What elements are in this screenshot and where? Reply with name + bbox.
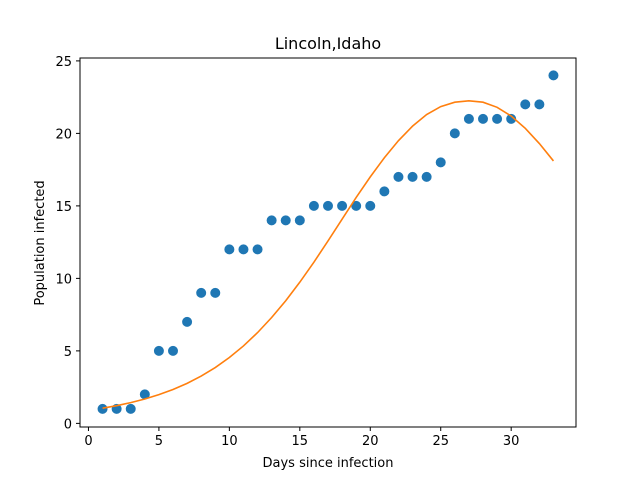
data-point: [492, 113, 503, 124]
x-tick-label: 15: [292, 434, 309, 449]
data-point: [337, 200, 348, 211]
data-point: [210, 287, 221, 298]
chart-title: Lincoln,Idaho: [275, 34, 381, 53]
data-point: [294, 215, 305, 226]
x-axis-label: Days since infection: [263, 456, 394, 471]
plot-frame: [79, 57, 577, 428]
data-point: [548, 70, 559, 81]
data-point: [365, 200, 376, 211]
data-point: [407, 171, 418, 182]
x-tick-label: 20: [362, 434, 379, 449]
fit-line: [102, 99, 555, 409]
data-point: [266, 215, 277, 226]
data-point: [379, 186, 390, 197]
data-point: [153, 345, 164, 356]
data-point: [520, 99, 531, 110]
data-point: [435, 157, 446, 168]
data-point: [393, 171, 404, 182]
data-point: [421, 171, 432, 182]
data-point: [224, 244, 235, 255]
data-point: [323, 200, 333, 211]
x-tick-label: 30: [503, 434, 520, 449]
data-point: [534, 99, 545, 110]
x-tick-label: 0: [84, 434, 92, 449]
x-tick-label: 10: [221, 434, 238, 449]
data-point: [449, 128, 460, 139]
data-point: [238, 244, 249, 255]
data-point: [125, 403, 136, 414]
data-point: [506, 113, 517, 124]
y-tick-label: 10: [55, 272, 72, 287]
x-tick-label: 25: [432, 434, 449, 449]
data-point: [280, 215, 291, 226]
data-point: [463, 113, 474, 124]
y-tick-label: 5: [64, 345, 72, 360]
y-tick-label: 15: [55, 200, 72, 215]
y-tick-label: 0: [64, 417, 72, 432]
data-point: [182, 316, 193, 327]
y-tick-label: 20: [55, 127, 72, 142]
y-tick-label: 25: [55, 55, 72, 70]
x-tick-label: 5: [155, 434, 163, 449]
data-point: [97, 403, 108, 414]
data-point: [196, 287, 207, 298]
data-point: [478, 113, 488, 124]
data-point: [139, 389, 150, 400]
data-point: [308, 200, 319, 211]
data-point: [351, 200, 362, 211]
data-point: [168, 345, 178, 356]
data-point: [252, 244, 263, 255]
y-axis-label: Population infected: [33, 180, 48, 305]
